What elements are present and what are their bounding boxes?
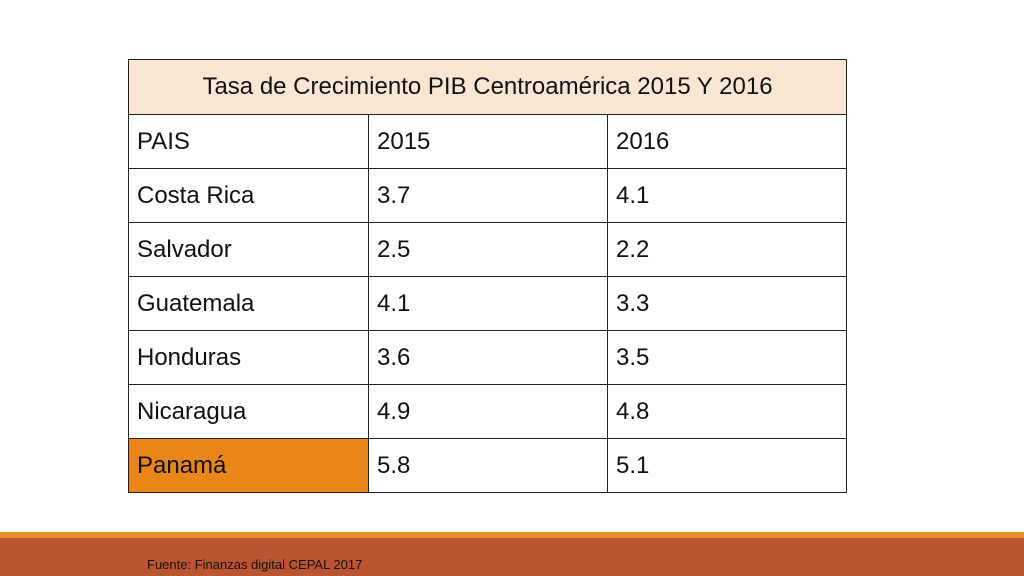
value-2015-cell: 5.8 bbox=[368, 438, 608, 493]
table-row-highlighted: Panamá 5.8 5.1 bbox=[128, 438, 848, 493]
value-2015-cell: 3.6 bbox=[368, 330, 608, 385]
table-row: Costa Rica 3.7 4.1 bbox=[128, 168, 848, 223]
value-2016-cell: 4.8 bbox=[606, 384, 848, 439]
table-title-row: Tasa de Crecimiento PIB Centroamérica 20… bbox=[127, 59, 848, 115]
value-2016-cell: 3.3 bbox=[606, 276, 848, 331]
footer-accent-stripe bbox=[0, 532, 1024, 538]
source-note: Fuente: Finanzas digital CEPAL 2017 bbox=[147, 557, 363, 572]
column-header-2015: 2015 bbox=[368, 114, 608, 169]
table-header-row: PAIS 2015 2016 bbox=[128, 114, 848, 169]
value-2016-cell: 5.1 bbox=[606, 438, 848, 493]
value-2015-cell: 4.9 bbox=[368, 384, 608, 439]
country-cell: Honduras bbox=[128, 330, 369, 385]
column-header-country: PAIS bbox=[128, 114, 369, 169]
country-cell-highlighted: Panamá bbox=[128, 438, 369, 493]
table-row: Nicaragua 4.9 4.8 bbox=[128, 384, 848, 439]
value-2015-cell: 4.1 bbox=[368, 276, 608, 331]
table-row: Guatemala 4.1 3.3 bbox=[128, 276, 848, 331]
country-cell: Guatemala bbox=[128, 276, 369, 331]
column-header-2016: 2016 bbox=[606, 114, 848, 169]
value-2015-cell: 2.5 bbox=[368, 222, 608, 277]
gdp-growth-table: Tasa de Crecimiento PIB Centroamérica 20… bbox=[127, 59, 848, 493]
table-title: Tasa de Crecimiento PIB Centroamérica 20… bbox=[127, 59, 848, 115]
value-2015-cell: 3.7 bbox=[368, 168, 608, 223]
country-cell: Nicaragua bbox=[128, 384, 369, 439]
value-2016-cell: 2.2 bbox=[606, 222, 848, 277]
table-row: Salvador 2.5 2.2 bbox=[128, 222, 848, 277]
value-2016-cell: 3.5 bbox=[606, 330, 848, 385]
country-cell: Costa Rica bbox=[128, 168, 369, 223]
table-row: Honduras 3.6 3.5 bbox=[128, 330, 848, 385]
value-2016-cell: 4.1 bbox=[606, 168, 848, 223]
country-cell: Salvador bbox=[128, 222, 369, 277]
footer-bar bbox=[0, 538, 1024, 576]
